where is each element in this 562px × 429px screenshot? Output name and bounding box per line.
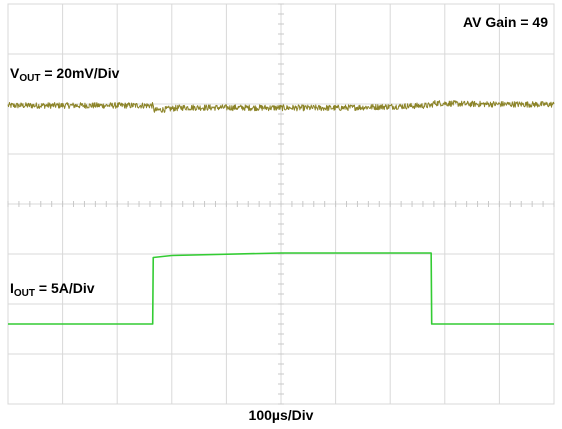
traces	[7, 99, 555, 325]
graticule	[7, 3, 555, 405]
iout-scale: = 5A/Div	[35, 280, 95, 296]
trace-vout	[7, 99, 555, 113]
iout-name: I	[10, 280, 14, 296]
vout-scale-label: VOUT = 20mV/Div	[10, 65, 119, 84]
timebase-label: 100µs/Div	[248, 407, 314, 423]
vout-subscript: OUT	[19, 73, 41, 84]
gain-label: AV Gain = 49	[463, 14, 548, 30]
iout-subscript: OUT	[13, 288, 35, 299]
vout-scale: = 20mV/Div	[40, 65, 120, 81]
vout-name: V	[10, 65, 20, 81]
trace-iout	[8, 252, 554, 325]
iout-scale-label: IOUT = 5A/Div	[10, 280, 95, 299]
